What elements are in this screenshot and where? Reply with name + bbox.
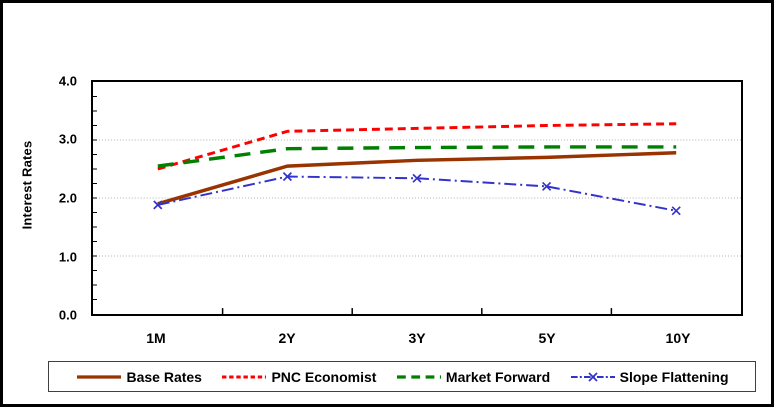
- legend-item-base-rates: Base Rates: [75, 369, 202, 385]
- y-tick-label-4: 4.0: [58, 73, 77, 89]
- y-tick-label-3: 3.0: [58, 131, 77, 147]
- base-rates-line-icon: [77, 374, 122, 379]
- x-tick-label-2y: 2Y: [278, 330, 296, 346]
- x-tick-label-10y: 10Y: [665, 330, 691, 346]
- legend-item-pnc-economist: PNC Economist: [220, 369, 376, 385]
- legend-item-slope-flattening: Slope Flattening: [569, 369, 729, 385]
- plot-area: [91, 80, 743, 316]
- legend-label: Base Rates: [126, 368, 202, 385]
- y-tick-label-2: 2.0: [58, 190, 77, 206]
- legend-item-market-forward: Market Forward: [395, 369, 550, 385]
- y-tick-label-1: 1.0: [58, 249, 77, 265]
- y-axis-title: Interest Rates: [19, 140, 35, 230]
- chart-plot-svg: [93, 96, 741, 314]
- x-tick-label-5y: 5Y: [538, 330, 556, 346]
- legend-label: PNC Economist: [271, 368, 377, 385]
- legend-label: Market Forward: [445, 368, 551, 385]
- x-tick-label-1m: 1M: [146, 330, 166, 346]
- slope-flattening-line-icon: [570, 371, 615, 382]
- x-tick-label-3y: 3Y: [408, 330, 426, 346]
- y-tick-label-0: 0.0: [58, 307, 77, 323]
- legend-label: Slope Flattening: [619, 368, 729, 385]
- legend: Base Rates PNC Economist Market Forward …: [48, 361, 756, 392]
- pnc-economist-line-icon: [222, 375, 267, 378]
- market-forward-line-icon: [396, 374, 441, 379]
